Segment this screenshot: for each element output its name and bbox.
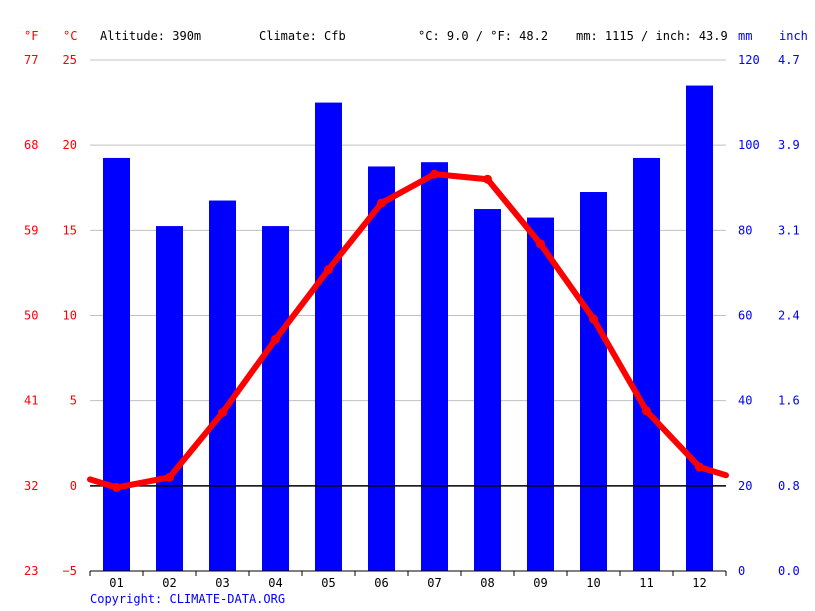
inch-unit-label: inch <box>779 29 808 43</box>
precipitation-bars <box>103 85 713 572</box>
precipitation-bar <box>262 226 289 571</box>
month-tick-label: 02 <box>162 576 176 590</box>
temperature-point <box>642 406 651 416</box>
inch-tick-label: 0.8 <box>778 479 800 493</box>
inch-tick-label: 3.1 <box>778 223 800 237</box>
axis-labels: 77 25 120 4.768 20 100 3.959 15 80 3.150 10 60 2.441… <box>24 53 800 590</box>
month-tick-label: 12 <box>692 576 706 590</box>
mm-tick-label: 40 <box>738 394 752 408</box>
precipitation-bar <box>368 166 395 572</box>
month-tick-label: 07 <box>427 576 441 590</box>
fahrenheit-tick-label: 23 <box>24 564 38 578</box>
axis-ticks <box>89 570 727 576</box>
temperature-series-line <box>87 171 729 491</box>
temperature-point <box>430 169 439 179</box>
mm-tick-label: 120 <box>738 53 760 67</box>
mm-tick-label: 100 <box>738 138 760 152</box>
gridlines <box>90 59 726 572</box>
fahrenheit-tick-label: 77 <box>24 53 38 67</box>
temperature-point <box>536 239 545 249</box>
month-tick-label: 10 <box>586 576 600 590</box>
month-tick-label: 09 <box>533 576 547 590</box>
precipitation-bar <box>209 200 236 571</box>
celsius-tick-label: 25 <box>63 53 77 67</box>
fahrenheit-unit-label: °F <box>24 29 38 43</box>
fahrenheit-tick-label: 59 <box>24 223 38 237</box>
temperature-point <box>324 265 333 275</box>
temperature-point <box>483 174 492 184</box>
precipitation-bar <box>421 162 448 571</box>
precipitation-bar <box>103 157 130 572</box>
precipitation-bar <box>633 157 660 572</box>
inch-tick-label: 0.0 <box>778 564 800 578</box>
celsius-tick-label: 15 <box>63 223 77 237</box>
month-tick-label: 11 <box>639 576 653 590</box>
celsius-unit-label: °C <box>63 29 77 43</box>
precipitation-bar <box>527 217 554 571</box>
temperature-point <box>218 408 227 418</box>
month-tick-label: 01 <box>109 576 123 590</box>
temperature-point <box>165 472 174 482</box>
celsius-tick-label: 10 <box>63 309 77 323</box>
month-tick-label: 03 <box>215 576 229 590</box>
temperature-point <box>695 462 704 472</box>
fahrenheit-tick-label: 50 <box>24 309 38 323</box>
celsius-tick-label: 20 <box>63 138 77 152</box>
mm-unit-label: mm <box>738 29 752 43</box>
inch-tick-label: 1.6 <box>778 394 800 408</box>
mm-tick-label: 0 <box>738 564 745 578</box>
mm-tick-label: 80 <box>738 223 752 237</box>
fahrenheit-tick-label: 41 <box>24 394 38 408</box>
month-tick-label: 04 <box>268 576 282 590</box>
precipitation-bar <box>686 85 713 572</box>
celsius-tick-label: 0 <box>70 479 77 493</box>
precipitation-bar <box>315 102 342 571</box>
precipitation-bar <box>580 192 607 571</box>
month-tick-label: 08 <box>480 576 494 590</box>
celsius-tick-label: 5 <box>70 394 77 408</box>
temperature-point <box>271 334 280 344</box>
altitude-label: Altitude: 390m <box>100 29 201 43</box>
total-precipitation-label: mm: 1115 / inch: 43.9 <box>576 29 728 43</box>
climate-label: Climate: Cfb <box>259 29 346 43</box>
fahrenheit-tick-label: 68 <box>24 138 38 152</box>
month-tick-label: 05 <box>321 576 335 590</box>
copyright-label: Copyright: CLIMATE-DATA.ORG <box>90 592 285 606</box>
fahrenheit-tick-label: 32 <box>24 479 38 493</box>
celsius-tick-label: −5 <box>63 564 77 578</box>
mm-tick-label: 20 <box>738 479 752 493</box>
temperature-point <box>377 198 386 208</box>
temperature-point <box>589 314 598 324</box>
inch-tick-label: 3.9 <box>778 138 800 152</box>
precipitation-bar <box>156 226 183 571</box>
precipitation-bar <box>474 209 501 571</box>
temperature-point <box>112 483 121 493</box>
inch-tick-label: 4.7 <box>778 53 800 67</box>
temperature-line <box>87 169 729 493</box>
mm-tick-label: 60 <box>738 309 752 323</box>
inch-tick-label: 2.4 <box>778 309 800 323</box>
average-temperature-label: °C: 9.0 / °F: 48.2 <box>418 29 548 43</box>
month-tick-label: 06 <box>374 576 388 590</box>
